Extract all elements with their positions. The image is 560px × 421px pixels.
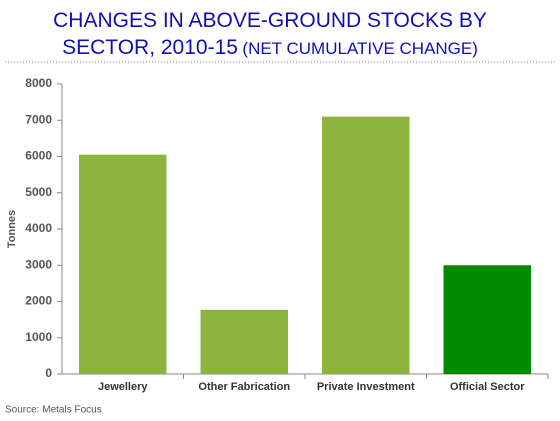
y-tick-label: 3000	[25, 257, 52, 271]
x-tick-label: Private Investment	[317, 381, 415, 393]
title-block: CHANGES IN ABOVE-GROUND STOCKS BY SECTOR…	[20, 8, 520, 62]
bar	[200, 309, 288, 374]
x-tick-label: Other Fabrication	[198, 381, 290, 393]
y-tick-label: 1000	[25, 330, 52, 344]
x-tick-label: Jewellery	[98, 381, 148, 393]
y-tick-label: 2000	[25, 294, 52, 308]
bar	[79, 154, 167, 374]
y-tick-label: 5000	[25, 185, 52, 199]
y-tick-label: 7000	[25, 112, 52, 126]
bar	[322, 116, 410, 374]
y-tick-label: 8000	[25, 76, 52, 90]
y-tick-label: 4000	[25, 221, 52, 235]
x-tick-label: Official Sector	[450, 381, 525, 393]
y-tick-label: 6000	[25, 149, 52, 163]
chart-subtitle: (NET CUMULATIVE CHANGE)	[242, 39, 478, 58]
chart-title: CHANGES IN ABOVE-GROUND STOCKS BY SECTOR…	[53, 9, 487, 59]
y-axis-label: Tonnes	[6, 210, 18, 248]
source: Source: Metals Focus	[5, 405, 102, 416]
y-tick-label: 0	[45, 366, 52, 380]
bar	[443, 265, 531, 374]
